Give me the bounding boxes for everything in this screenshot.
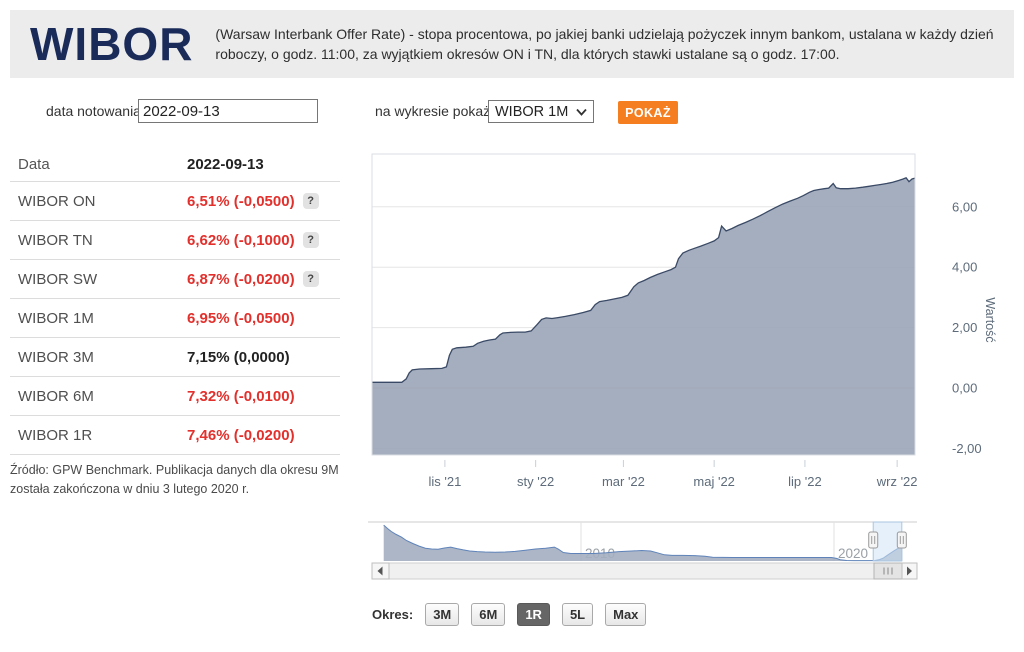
x-tick-label: mar '22 xyxy=(602,474,645,489)
source-note: Źródło: GPW Benchmark. Publikacja danych… xyxy=(10,463,339,497)
table-row: WIBOR 1R 7,46% (-0,0200) xyxy=(10,416,340,455)
y-axis-title: Wartość xyxy=(983,297,997,342)
wibor-logo: WIBOR xyxy=(30,18,194,70)
date-label: data notowania: xyxy=(46,103,145,119)
period-button-3m[interactable]: 3M xyxy=(425,603,460,626)
date-input[interactable] xyxy=(138,99,318,123)
rate-value: 6,62% (-0,1000) xyxy=(187,231,295,249)
rate-value: 6,87% (-0,0200) xyxy=(187,270,295,288)
table-row: WIBOR 3M 7,15% (0,0000) xyxy=(10,338,340,377)
page-header: WIBOR (Warsaw Interbank Offer Rate) - st… xyxy=(10,10,1014,78)
table-row: WIBOR SW 6,87% (-0,0200) ? xyxy=(10,260,340,299)
navigator-year-label: 2020 xyxy=(838,546,868,561)
rate-value: 6,51% (-0,0500) xyxy=(187,192,295,210)
wibor-area-series xyxy=(372,177,915,456)
rate-label: WIBOR 6M xyxy=(18,387,94,405)
x-tick-label: wrz '22 xyxy=(876,474,918,489)
plot-border xyxy=(371,153,916,456)
y-tick-label: 2,00 xyxy=(952,320,977,335)
period-button-5l[interactable]: 5L xyxy=(561,603,594,626)
series-select[interactable]: WIBOR 1M xyxy=(488,100,594,123)
rate-value: 6,95% (-0,0500) xyxy=(187,309,295,327)
rate-label: WIBOR 1M xyxy=(18,309,94,327)
y-tick-label: -2,00 xyxy=(952,441,982,456)
help-icon[interactable]: ? xyxy=(302,271,319,287)
rate-value: 7,32% (-0,0100) xyxy=(187,387,295,405)
navigator-area-series xyxy=(383,525,903,561)
x-tick-label: maj '22 xyxy=(693,474,735,489)
rate-label: WIBOR 3M xyxy=(18,348,94,366)
period-button-max[interactable]: Max xyxy=(605,603,647,626)
table-row: WIBOR ON 6,51% (-0,0500) ? xyxy=(10,182,340,221)
wibor-line-series xyxy=(372,177,916,383)
scrollbar-left-arrow-icon xyxy=(377,566,383,576)
period-label: Okres: xyxy=(372,607,414,622)
table-header-label: Data xyxy=(18,156,50,173)
navigator-handle-right[interactable] xyxy=(896,531,907,549)
table-header-date: 2022-09-13 xyxy=(187,156,264,173)
rates-table: Data 2022-09-13 WIBOR ON 6,51% (-0,0500)… xyxy=(10,148,340,455)
navigator-line-series xyxy=(383,524,903,562)
rate-value: 7,46% (-0,0200) xyxy=(187,426,295,444)
x-tick-label: lip '22 xyxy=(788,474,822,489)
navigator-handle-left[interactable] xyxy=(868,531,879,549)
wibor-description: (Warsaw Interbank Offer Rate) - stopa pr… xyxy=(215,25,994,62)
rate-label: WIBOR SW xyxy=(18,270,98,288)
series-select-value: WIBOR 1M xyxy=(495,103,569,120)
rate-value: 7,15% (0,0000) xyxy=(187,348,290,366)
x-tick-label: lis '21 xyxy=(428,474,461,489)
rate-label: WIBOR ON xyxy=(18,192,96,210)
table-row: WIBOR 6M 7,32% (-0,0100) xyxy=(10,377,340,416)
rate-label: WIBOR TN xyxy=(18,231,93,249)
x-tick-label: sty '22 xyxy=(517,474,554,489)
y-tick-label: 6,00 xyxy=(952,199,977,214)
series-select-label: na wykresie pokaż: xyxy=(375,103,495,119)
help-icon[interactable]: ? xyxy=(302,232,319,248)
rate-chart: 6,00 4,00 2,00 0,00 -2,00 Wartość lis '21 sty '… xyxy=(368,153,997,580)
scrollbar-right-arrow-icon xyxy=(907,566,912,576)
chevron-down-icon xyxy=(576,104,587,120)
period-selector: Okres: 3M 6M 1R 5L Max xyxy=(372,603,658,626)
help-icon[interactable]: ? xyxy=(302,193,319,209)
rate-label: WIBOR 1R xyxy=(18,426,93,444)
show-button[interactable]: POKAŻ xyxy=(618,101,678,124)
table-row: WIBOR TN 6,62% (-0,1000) ? xyxy=(10,221,340,260)
table-header-row: Data 2022-09-13 xyxy=(10,148,340,182)
scrollbar-track[interactable] xyxy=(371,562,918,580)
period-button-1r[interactable]: 1R xyxy=(517,603,550,626)
y-tick-label: 0,00 xyxy=(952,381,977,396)
y-tick-label: 4,00 xyxy=(952,260,977,275)
table-row: WIBOR 1M 6,95% (-0,0500) xyxy=(10,299,340,338)
period-button-6m[interactable]: 6M xyxy=(471,603,506,626)
